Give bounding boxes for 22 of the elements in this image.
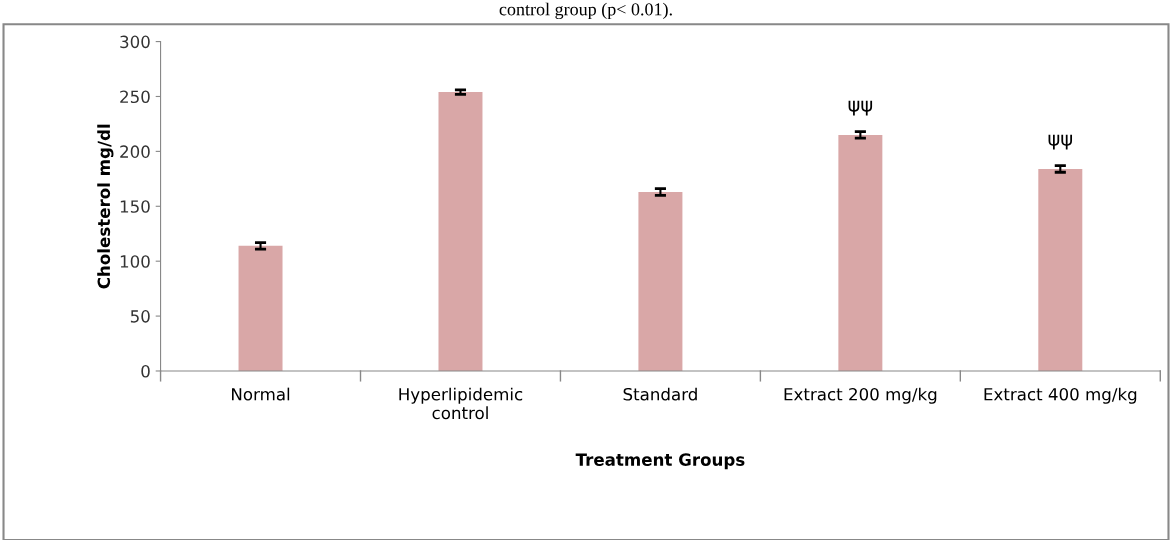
y-tick-label: 300	[120, 35, 150, 49]
y-tick-label: 50	[130, 310, 150, 323]
y-tick-label: 100	[120, 255, 150, 268]
text: control group (p< 0.01).	[499, 2, 672, 20]
annotation: ψψ	[1048, 134, 1073, 150]
y-tick-label: 200	[120, 145, 150, 158]
x-tick-label: Extract 400 mg/kg	[984, 387, 1137, 404]
y-tick-label: 150	[120, 200, 150, 213]
y-axis-title: Cholesterol mg/dl	[97, 124, 114, 289]
x-tick-label: Hyperlipidemic control	[399, 387, 523, 420]
bar	[1038, 168, 1083, 371]
bar	[438, 92, 483, 371]
annotation: ψψ	[848, 100, 873, 116]
y-tick-label: 250	[120, 90, 150, 104]
bar	[638, 192, 683, 371]
y-tick-label: 0	[141, 364, 150, 378]
bar	[838, 134, 883, 371]
bar	[238, 245, 283, 371]
x-tick-label: Normal	[232, 387, 290, 401]
x-tick-label: Extract 200 mg/kg	[784, 387, 937, 404]
x-axis-title: Treatment Groups	[575, 453, 745, 470]
x-tick-label: Standard	[623, 387, 697, 401]
